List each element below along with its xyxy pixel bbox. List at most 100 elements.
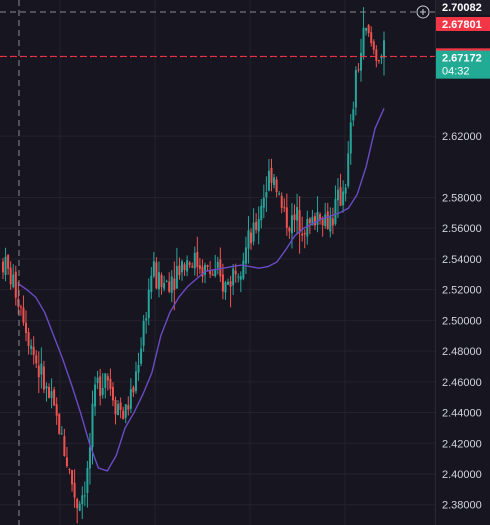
candle-up (150, 275, 153, 292)
candle-down (283, 207, 286, 209)
candle-down (168, 281, 171, 292)
candle-down (313, 216, 316, 226)
candle-up (316, 212, 319, 225)
candle-down (17, 299, 20, 307)
candle-down (221, 274, 224, 292)
candle-down (111, 386, 114, 401)
candle-up (88, 447, 91, 469)
candle-down (35, 355, 38, 364)
candle-down (285, 207, 288, 228)
candle-up (124, 404, 127, 418)
candle-up (359, 52, 362, 71)
candle-down (201, 266, 204, 277)
candle-down (293, 214, 296, 221)
candle-up (165, 281, 168, 283)
candle-down (25, 322, 28, 333)
y-tick-label: 2.42000 (442, 438, 482, 450)
candle-down (22, 307, 25, 323)
candle-down (55, 404, 58, 416)
candle-up (142, 320, 145, 346)
y-tick-label: 2.50000 (442, 315, 482, 327)
candle-down (303, 232, 306, 235)
candle-up (267, 170, 270, 191)
candle-down (109, 378, 112, 389)
candle-up (352, 109, 355, 121)
candle-up (134, 371, 137, 392)
candle-down (198, 265, 201, 269)
candle-up (260, 205, 263, 221)
candle-up (311, 216, 314, 226)
candle-down (191, 265, 194, 268)
candle-up (224, 282, 227, 293)
candle-down (206, 265, 209, 267)
candle-down (209, 269, 212, 275)
candle-down (178, 265, 181, 276)
y-tick-label: 2.40000 (442, 469, 482, 481)
candle-down (58, 413, 61, 434)
candle-down (308, 218, 311, 224)
candle-down (367, 25, 370, 33)
candle-up (380, 56, 383, 59)
candle-up (216, 261, 219, 268)
candle-down (68, 469, 71, 471)
candle-down (288, 227, 291, 232)
candle-up (157, 272, 160, 290)
candle-up (101, 388, 104, 395)
candle-up (152, 261, 155, 277)
candle-up (262, 197, 265, 208)
candle-up (147, 289, 150, 319)
candle-up (12, 274, 15, 288)
candle-down (357, 69, 360, 71)
candle-down (280, 195, 283, 208)
candle-up (365, 27, 368, 31)
candle-down (229, 281, 232, 287)
y-tick-label: 2.54000 (442, 254, 482, 266)
candle-down (119, 402, 122, 411)
candle-up (252, 222, 255, 242)
candle-up (94, 384, 97, 407)
candle-up (244, 247, 247, 264)
candle-down (298, 210, 301, 233)
y-tick-label: 2.52000 (442, 285, 482, 297)
candle-up (40, 363, 43, 375)
candle-up (344, 187, 347, 194)
candle-down (326, 211, 329, 230)
candle-up (145, 318, 148, 321)
candle-up (329, 216, 332, 232)
candle-up (273, 177, 276, 186)
candle-up (306, 218, 309, 237)
y-tick-label: 2.46000 (442, 377, 482, 389)
candle-down (375, 49, 378, 61)
candle-up (227, 281, 230, 285)
candle-down (196, 251, 199, 267)
candle-up (163, 283, 166, 289)
candle-up (257, 219, 260, 232)
candle-down (183, 264, 186, 270)
candle-up (214, 269, 217, 277)
candle-up (104, 373, 107, 388)
y-tick-label: 2.44000 (442, 408, 482, 420)
candle-down (370, 32, 373, 44)
candle-up (78, 503, 81, 511)
hidden-price-label: 2.67801 (442, 19, 482, 31)
candle-up (140, 348, 143, 364)
last-price-label: 2.67172 (442, 53, 482, 65)
candle-up (265, 192, 268, 198)
candle-down (160, 274, 163, 288)
candle-up (334, 198, 337, 224)
candle-up (290, 215, 293, 234)
candle-down (73, 482, 76, 498)
candle-up (242, 260, 245, 279)
candle-down (32, 346, 35, 356)
candle-up (50, 391, 53, 399)
candle-down (321, 219, 324, 226)
candle-up (349, 122, 352, 154)
candle-down (7, 255, 10, 269)
candle-down (76, 498, 79, 509)
candle-up (96, 377, 99, 384)
candle-up (83, 495, 86, 497)
candle-up (336, 189, 339, 201)
candle-down (132, 387, 135, 393)
